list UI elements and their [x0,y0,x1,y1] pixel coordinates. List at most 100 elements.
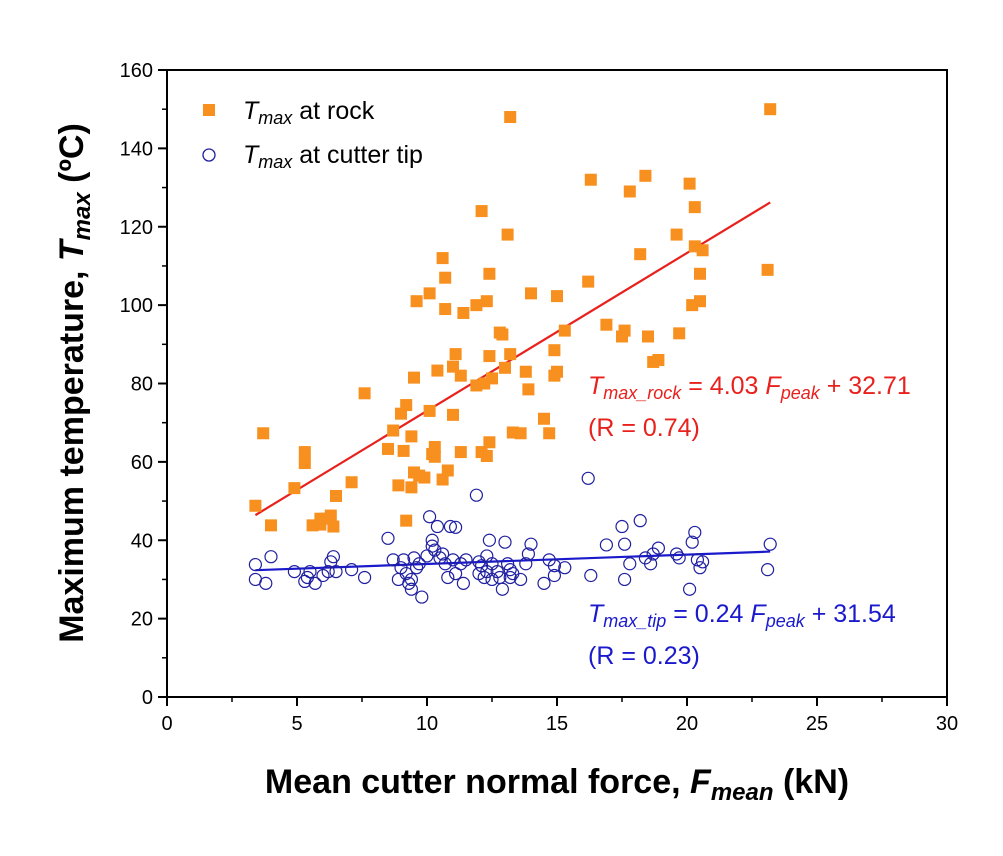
rock-point [551,365,563,378]
x-tick-label: 5 [291,713,302,735]
y-tick-label: 40 [131,530,153,552]
tip-point [303,564,317,579]
tip-point [682,582,697,596]
rock-point [558,324,571,337]
rock-point [519,365,532,378]
rock-point [480,295,493,308]
tip-point [381,531,395,545]
rock-point [764,103,777,116]
tip-point [430,519,444,534]
tip-point [345,563,359,577]
rock-point [696,244,709,257]
tip-point [438,557,452,571]
tip-point [415,590,429,604]
tip-point [521,547,536,561]
rock-point [582,275,595,288]
tip-point [423,510,437,524]
y-tick-label: 80 [131,374,153,396]
rock-point [480,449,493,462]
x-tick-label: 0 [161,713,172,735]
rock-point [387,424,400,437]
rock-point [673,327,686,340]
tip-point [259,576,273,590]
rock-point [694,295,706,308]
y-tick-label: 140 [120,138,153,160]
tip-point [436,547,450,561]
rock-fit-equation: Tmax_rock = 4.03 Fpeak + 32.71 [588,372,911,403]
data-points [248,103,777,604]
rock-point [639,169,652,182]
y-tick-label: 120 [120,217,153,239]
x-axis-title: Mean cutter normal force, Fmean (kN) [265,763,849,806]
rock-point [683,177,696,190]
rock-point [405,481,418,494]
rock-point [418,471,431,484]
tip-point [537,576,551,590]
tip-point [264,550,278,564]
rock-point [330,489,342,502]
rock-point [551,290,563,303]
rock-point [600,318,613,331]
tip-point [547,559,562,573]
tip-point [524,537,538,551]
rock-point [449,348,462,361]
x-tick-label: 20 [676,713,698,735]
rock-point [688,201,701,214]
rock-point [543,427,556,440]
rock-point [525,287,537,300]
rock-point [475,205,488,218]
rock-point [358,387,371,400]
tip-point [308,576,322,590]
rock-point [447,360,459,373]
tip-point [425,539,439,553]
tip-point [695,555,710,569]
rock-point [548,344,561,357]
x-tick-label: 30 [936,713,958,735]
rock-point [694,267,706,280]
rock-point [496,328,509,341]
tip-point [685,535,699,549]
tip-point [581,471,595,485]
tip-series [248,471,777,604]
rock-point [428,440,441,453]
rock-point [457,306,470,319]
rock-point [436,252,449,265]
rock-point [298,457,311,470]
y-tick-label: 100 [120,295,153,317]
legend-label-tip: Tmax at cutter tip [243,141,423,172]
axis-ticks: 0 5 10 15 20 25 30 0 20 40 60 80 100 120 140 160 [120,60,959,735]
rock-point [249,499,262,512]
y-tick-label: 160 [120,60,153,82]
tip-point [469,488,483,502]
tip-point [456,576,470,590]
tip-point [506,566,520,581]
tip-point [402,576,416,590]
tip-fit-equation: Tmax_tip = 0.24 Fpeak + 31.54 [588,600,896,631]
rock-point [298,446,311,459]
rock-point [761,263,774,276]
rock-point [436,473,449,486]
tip-fit-annotation: Tmax_tip = 0.24 Fpeak + 31.54 (R = 0.23) [588,600,896,670]
rock-point [405,430,418,443]
tip-point [425,533,439,547]
rock-point [400,514,413,527]
tip-point [410,561,424,575]
rock-point [454,369,467,382]
tip-point [623,557,637,571]
legend: Tmax at rock Tmax at cutter tip [202,97,423,172]
rock-point [501,228,514,241]
rock-point [652,353,665,366]
rock-point [324,509,337,522]
tip-point [248,557,262,572]
rock-point [431,364,444,377]
rock-point [410,295,423,308]
x-tick-label: 10 [416,713,438,735]
tip-point [477,570,491,585]
rock-point [514,427,527,440]
tip-point [358,570,372,585]
tip-point [693,561,707,575]
tip-point [688,525,702,540]
rock-point [584,173,597,186]
tip-point [404,582,418,596]
